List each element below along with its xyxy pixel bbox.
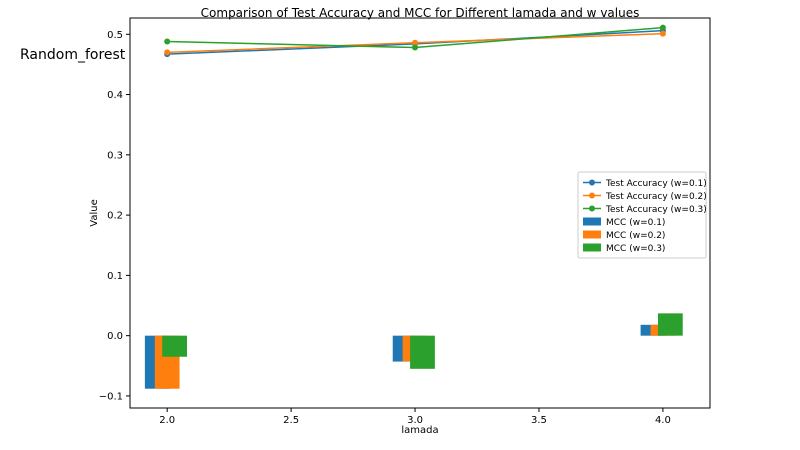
x-tick-label: 4.0 [655, 415, 671, 426]
legend-box [577, 171, 707, 259]
legend-marker [589, 205, 595, 212]
legend-label: Test Accuracy (w=0.1) [605, 179, 707, 189]
x-tick-label: 2.5 [283, 415, 299, 426]
mcc-bar-s3-1 [162, 335, 188, 357]
legend-label: MCC (w=0.2) [606, 231, 665, 241]
x-tick-label: 3.0 [407, 415, 423, 426]
legend-label: MCC (w=0.3) [606, 244, 665, 254]
legend-marker [589, 192, 595, 199]
mcc-bar-s3-2 [410, 335, 435, 369]
legend: Test Accuracy (w=0.1) Test Accuracy (w=0.… [577, 171, 707, 259]
y-tick-label: 0.3 [107, 150, 123, 161]
y-tick-label: 0.1 [107, 271, 123, 282]
y-tick-label: 0.0 [107, 331, 123, 342]
chart-title: Comparison of Test Accuracy and MCC for … [201, 6, 640, 20]
x-tick-label: 3.5 [531, 415, 547, 426]
accuracy-point-s2-2 [412, 39, 419, 46]
mcc-bar-s3-3 [657, 313, 683, 336]
side-label: Random_forest [20, 47, 126, 63]
accuracy-point-s3-3 [659, 24, 666, 31]
legend-bar-swatch [583, 230, 601, 239]
legend-bar-swatch [583, 243, 601, 252]
legend-label: Test Accuracy (w=0.3) [605, 205, 707, 215]
accuracy-point-s2-1 [164, 49, 171, 56]
x-axis-label: lamada [401, 425, 438, 436]
y-axis-label: Value [89, 199, 100, 226]
legend-bar-swatch [583, 217, 601, 226]
y-tick-label: 0.4 [107, 90, 123, 101]
y-tick-label: 0.2 [107, 211, 123, 222]
y-tick-label: 0.5 [107, 30, 123, 41]
legend-marker [589, 179, 595, 186]
legend-label: MCC (w=0.1) [606, 218, 665, 228]
x-tick-label: 2.0 [159, 415, 175, 426]
accuracy-point-s2-3 [659, 30, 666, 37]
accuracy-point-s3-1 [164, 38, 171, 45]
y-tick-label: −0.1 [99, 391, 123, 402]
legend-label: Test Accuracy (w=0.2) [605, 192, 707, 202]
accuracy-point-s3-2 [412, 44, 419, 51]
axes-frame [129, 17, 711, 409]
